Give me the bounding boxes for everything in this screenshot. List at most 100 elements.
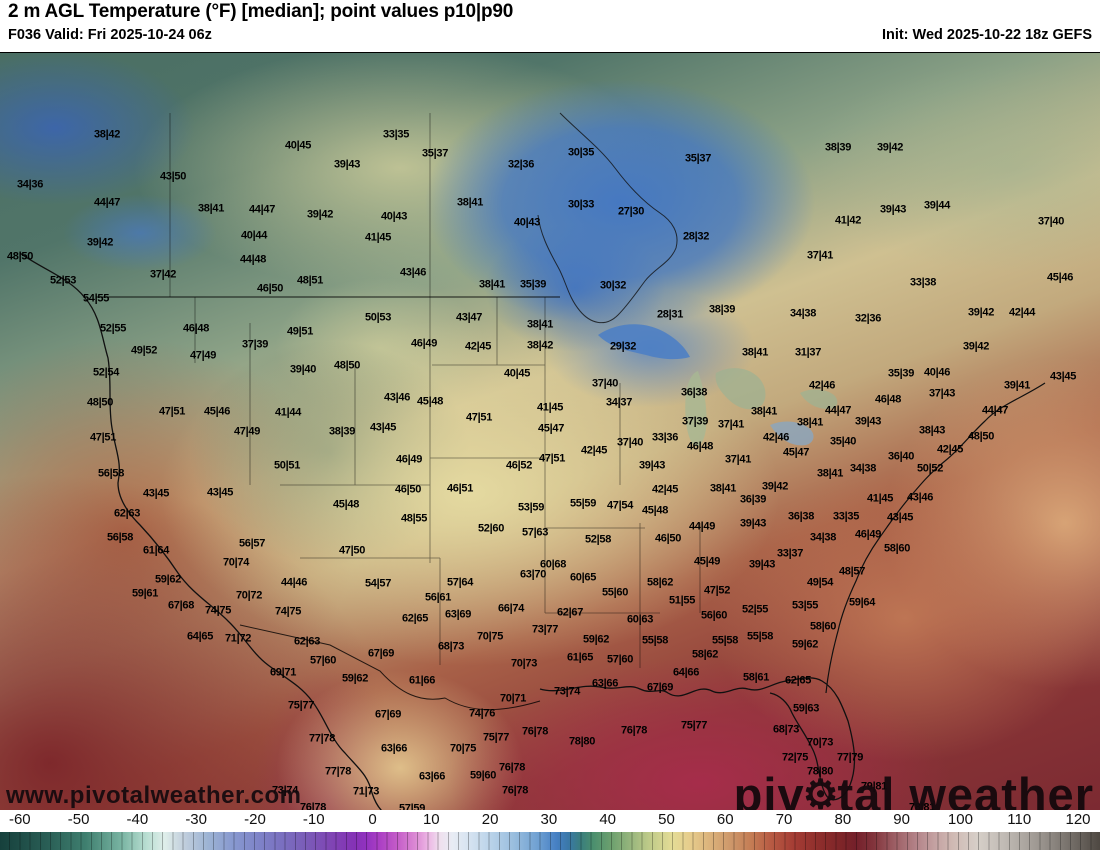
point-value: 68|73 (437, 640, 465, 653)
point-value: 39|42 (967, 306, 995, 319)
point-value: 39|43 (748, 558, 776, 571)
point-value: 53|59 (517, 501, 545, 514)
point-value: 28|31 (656, 308, 684, 321)
point-value: 31|37 (794, 346, 822, 359)
point-value: 40|45 (284, 139, 312, 152)
colorbar-tick-label: 30 (540, 811, 558, 828)
colorbar-tick-label: 60 (716, 811, 734, 828)
point-value: 33|35 (832, 510, 860, 523)
point-value: 76|78 (521, 725, 549, 738)
point-value: 37|41 (806, 249, 834, 262)
point-value: 60|68 (539, 558, 567, 571)
point-value: 54|57 (364, 577, 392, 590)
point-value: 60|63 (626, 613, 654, 626)
point-value: 33|37 (776, 547, 804, 560)
point-value: 64|66 (672, 666, 700, 679)
point-value: 38|41 (197, 202, 225, 215)
point-value: 45|48 (416, 395, 444, 408)
point-value: 47|49 (233, 425, 261, 438)
point-value: 27|30 (617, 205, 645, 218)
point-value: 34|38 (789, 307, 817, 320)
point-value: 30|32 (599, 279, 627, 292)
point-value: 46|50 (256, 282, 284, 295)
point-value: 35|37 (421, 147, 449, 160)
point-value: 34|38 (809, 531, 837, 544)
point-value: 33|35 (382, 128, 410, 141)
point-value: 39|42 (761, 480, 789, 493)
point-value: 40|43 (380, 210, 408, 223)
point-value: 46|50 (394, 483, 422, 496)
point-value: 76|78 (299, 801, 327, 810)
point-value: 70|73 (806, 736, 834, 749)
point-value: 78|80 (568, 735, 596, 748)
point-value: 46|52 (505, 459, 533, 472)
point-value: 44|46 (280, 576, 308, 589)
point-value: 38|41 (709, 482, 737, 495)
point-value: 50|52 (916, 462, 944, 475)
point-value: 38|41 (478, 278, 506, 291)
point-value: 44|47 (93, 196, 121, 209)
point-value: 61|65 (566, 651, 594, 664)
point-value: 62|63 (293, 635, 321, 648)
point-value: 57|60 (606, 653, 634, 666)
point-value: 59|62 (791, 638, 819, 651)
point-value: 35|37 (684, 152, 712, 165)
point-value: 38|41 (741, 346, 769, 359)
lake-erie-shape (770, 421, 814, 446)
point-value: 34|38 (849, 462, 877, 475)
point-value: 44|48 (239, 253, 267, 266)
point-value: 53|55 (791, 599, 819, 612)
colorbar-gradient (0, 832, 1100, 850)
point-value: 37|40 (1037, 215, 1065, 228)
brand-text-suffix: tal weather (837, 768, 1094, 810)
point-value: 67|69 (374, 708, 402, 721)
point-value: 45|47 (782, 446, 810, 459)
point-value: 39|43 (879, 203, 907, 216)
point-value: 52|54 (92, 366, 120, 379)
point-value: 49|51 (286, 325, 314, 338)
point-value: 75|77 (287, 699, 315, 712)
point-value: 55|60 (601, 586, 629, 599)
point-value: 48|50 (333, 359, 361, 372)
point-value: 63|66 (418, 770, 446, 783)
point-value: 39|43 (854, 415, 882, 428)
colorbar-tick-label: -20 (244, 811, 266, 828)
point-value: 45|49 (693, 555, 721, 568)
point-value: 60|65 (569, 571, 597, 584)
point-value: 51|55 (668, 594, 696, 607)
point-value: 41|44 (274, 406, 302, 419)
colorbar-tick-label: -10 (302, 811, 325, 828)
point-value: 58|61 (742, 671, 770, 684)
point-value: 43|46 (399, 266, 427, 279)
header: 2 m AGL Temperature (°F) [median]; point… (0, 0, 1100, 52)
point-value: 38|39 (824, 141, 852, 154)
point-value: 52|55 (741, 603, 769, 616)
colorbar-tick-label: 90 (893, 811, 910, 828)
point-value: 48|51 (296, 274, 324, 287)
point-value: 55|58 (641, 634, 669, 647)
point-value: 67|68 (167, 599, 195, 612)
point-value: 42|46 (762, 431, 790, 444)
colorbar-tick-label: 20 (481, 811, 499, 828)
point-value: 72|75 (781, 751, 809, 764)
point-value: 55|58 (711, 634, 739, 647)
atlantic-coastline (825, 382, 1046, 694)
point-value: 64|65 (186, 630, 214, 643)
page-title: 2 m AGL Temperature (°F) [median]; point… (8, 1, 514, 22)
point-value: 59|60 (469, 769, 497, 782)
colorbar-tick-label: 100 (947, 811, 973, 828)
point-value: 59|62 (341, 672, 369, 685)
point-value: 75|77 (680, 719, 708, 732)
watermark-brand: piv ⚙ tal weather (734, 771, 1094, 810)
point-value: 74|76 (468, 707, 496, 720)
point-value: 47|51 (538, 452, 566, 465)
point-value: 37|42 (149, 268, 177, 281)
point-value: 63|70 (519, 568, 547, 581)
point-value: 38|43 (918, 424, 946, 437)
hudson-bay-outline (537, 112, 678, 324)
point-value: 34|36 (16, 178, 44, 191)
point-value: 37|40 (616, 436, 644, 449)
colorbar-tick-label: -40 (126, 811, 149, 828)
point-value: 79|81 (860, 780, 888, 793)
gulf-coastline-florida (539, 677, 856, 801)
